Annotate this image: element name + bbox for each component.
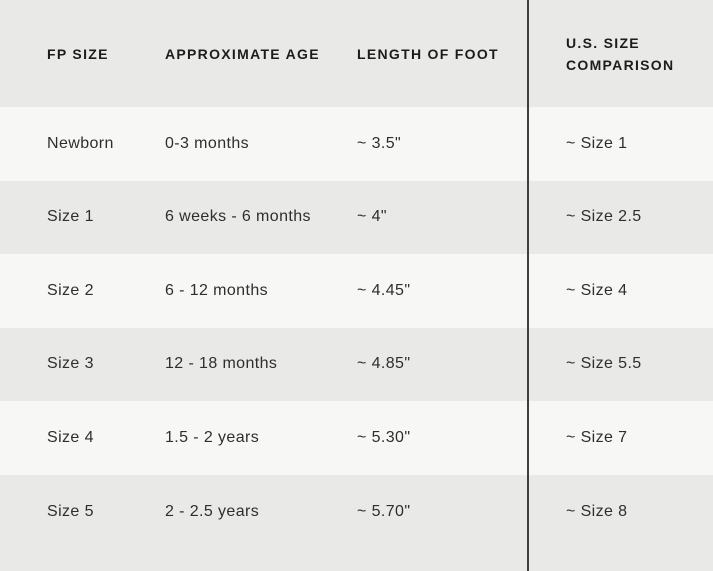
cell-us-size: ~ Size 2.5 — [566, 208, 642, 226]
cell-approximate-age: 0-3 months — [165, 134, 250, 152]
table-row-newborn: Newborn 0-3 months ~ 3.5" ~ Size 1 — [0, 107, 713, 181]
cell-approximate-age: 2 - 2.5 years — [165, 502, 260, 520]
header-us-size-comparison: U.S. SIZE COMPARISON — [528, 32, 713, 76]
cell-fp-size: Size 4 — [47, 428, 94, 446]
table-row-size-4: Size 4 1.5 - 2 years ~ 5.30" ~ Size 7 — [0, 401, 713, 475]
cell-length-of-foot: ~ 5.70" — [357, 502, 411, 520]
cell-us-size: ~ Size 7 — [566, 428, 628, 446]
cell-us-size: ~ Size 1 — [566, 134, 628, 152]
cell-approximate-age: 6 - 12 months — [165, 281, 269, 299]
header-us-size-line2: COMPARISON — [566, 56, 675, 73]
table-header-row: FP SIZE APPROXIMATE AGE LENGTH OF FOOT U… — [0, 0, 713, 107]
column-divider-line — [527, 0, 529, 571]
cell-length-of-foot: ~ 5.30" — [357, 428, 411, 446]
cell-approximate-age: 6 weeks - 6 months — [165, 208, 311, 226]
table-row-size-3: Size 3 12 - 18 months ~ 4.85" ~ Size 5.5 — [0, 327, 713, 401]
cell-us-size: ~ Size 4 — [566, 281, 628, 299]
cell-length-of-foot: ~ 3.5" — [357, 134, 402, 152]
cell-us-size: ~ Size 8 — [566, 502, 628, 520]
table-row-size-5: Size 5 2 - 2.5 years ~ 5.70" ~ Size 8 — [0, 474, 713, 571]
table-row-size-2: Size 2 6 - 12 months ~ 4.45" ~ Size 4 — [0, 254, 713, 328]
header-fp-size: FP SIZE — [47, 45, 109, 62]
cell-fp-size: Size 3 — [47, 355, 94, 373]
cell-approximate-age: 1.5 - 2 years — [165, 428, 260, 446]
cell-length-of-foot: ~ 4.45" — [357, 281, 411, 299]
header-length-of-foot: LENGTH OF FOOT — [357, 45, 499, 62]
cell-us-size: ~ Size 5.5 — [566, 355, 642, 373]
cell-fp-size: Size 2 — [47, 281, 94, 299]
cell-length-of-foot: ~ 4" — [357, 208, 387, 226]
table-row-size-1: Size 1 6 weeks - 6 months ~ 4" ~ Size 2.… — [0, 180, 713, 254]
header-us-size-line1: U.S. SIZE — [566, 34, 640, 51]
cell-length-of-foot: ~ 4.85" — [357, 355, 411, 373]
header-approximate-age: APPROXIMATE AGE — [165, 45, 320, 62]
cell-approximate-age: 12 - 18 months — [165, 355, 278, 373]
cell-fp-size: Newborn — [47, 134, 114, 152]
cell-fp-size: Size 1 — [47, 208, 94, 226]
cell-fp-size: Size 5 — [47, 502, 94, 520]
